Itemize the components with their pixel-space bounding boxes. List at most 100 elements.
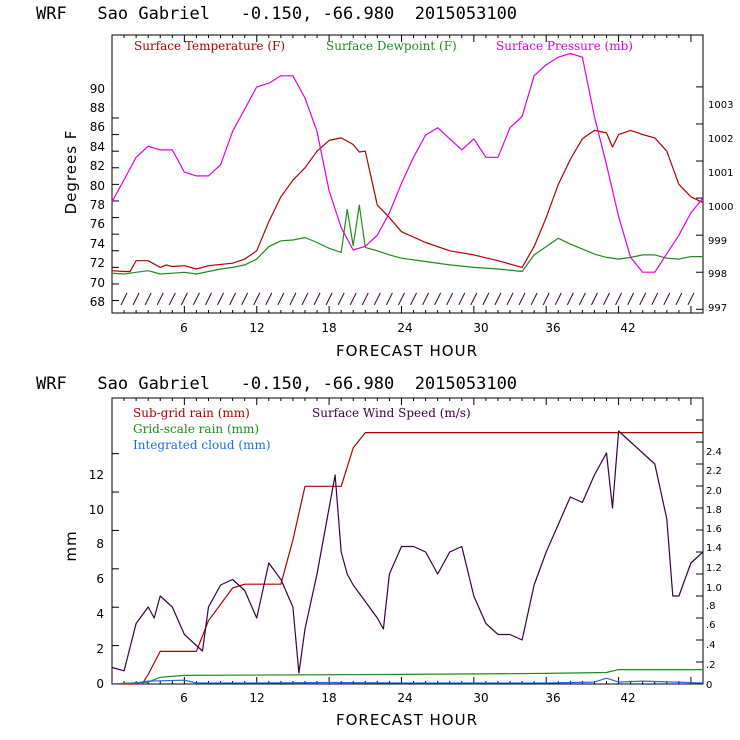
p1-xtick-label: 6 <box>180 321 188 335</box>
wind-barb <box>192 292 200 306</box>
p2-xtick-label: 30 <box>473 691 488 705</box>
panel2-frame <box>111 397 704 685</box>
temperature-panel: WRF Sao Gabriel -0.150, -66.980 20150531… <box>36 4 733 360</box>
wind-barb <box>156 292 164 306</box>
panel1-title: WRF Sao Gabriel -0.150, -66.980 20150531… <box>36 4 517 24</box>
panel2-ylabel: mm <box>62 530 80 561</box>
wind-barb <box>398 292 405 306</box>
p1-ytick-label: 76 <box>90 217 105 231</box>
wind-barb <box>132 292 140 306</box>
panel1-pressure-tick-labels: 997 998 999 1000 1001 1002 1003 <box>708 100 733 314</box>
wind-barb <box>566 292 574 306</box>
wind-barb <box>506 292 514 306</box>
p1-ytick-label: 72 <box>90 256 105 270</box>
p2-y2tick-label: 2.4 <box>706 447 722 458</box>
legend-pressure: Surface Pressure (mb) <box>496 39 633 53</box>
wind-barb <box>615 292 623 306</box>
wind-barb <box>554 292 562 306</box>
wind-barb <box>277 292 285 306</box>
legend-temperature: Surface Temperature (F) <box>134 39 285 53</box>
p1-xtick-label: 12 <box>249 321 264 335</box>
series-line-grid-scale-rain-mm <box>111 668 703 685</box>
legend-integrated-cloud: Integrated cloud (mm) <box>133 438 271 452</box>
wind-barb <box>639 292 647 306</box>
wind-barb <box>687 292 695 306</box>
wind-barb <box>410 292 417 306</box>
wind-barb <box>325 292 333 306</box>
p2-y2tick-label: .6 <box>706 620 716 631</box>
wind-barb <box>120 292 128 306</box>
p1-xtick-label: 36 <box>545 321 560 335</box>
series-line-surface-dewpoint-f <box>111 204 703 275</box>
p2-y2tick-label: 0 <box>706 680 712 691</box>
panel1-legend: Surface Temperature (F) Surface Dewpoint… <box>134 39 633 53</box>
p1-xtick-label: 18 <box>321 321 336 335</box>
wind-barb <box>542 292 550 306</box>
panel2-x-tick-labels: 6 12 18 24 30 36 42 <box>180 691 635 705</box>
p1-y2tick-label: 1002 <box>708 134 733 145</box>
p1-xtick-label: 30 <box>473 321 488 335</box>
p2-ytick-label: 6 <box>96 572 104 586</box>
legend-gridscale-rain: Grid-scale rain (mm) <box>133 422 259 436</box>
p1-ytick-label: 86 <box>90 120 105 134</box>
wind-barb <box>530 292 538 306</box>
wind-barb <box>603 292 610 306</box>
wind-barb <box>241 292 249 306</box>
p1-ytick-label: 82 <box>90 159 105 173</box>
p2-ytick-label: 2 <box>96 642 104 656</box>
series-line-sub-grid-rain-mm <box>112 432 703 685</box>
wind-barb <box>627 292 635 306</box>
legend-dewpoint: Surface Dewpoint (F) <box>326 39 457 53</box>
wind-barb <box>651 292 659 306</box>
p2-y2tick-label: 2.0 <box>706 486 722 497</box>
p2-xtick-label: 12 <box>249 691 264 705</box>
legend-wind-speed: Surface Wind Speed (m/s) <box>312 406 471 420</box>
p1-xtick-label: 24 <box>397 321 412 335</box>
p2-y2tick-label: 1.6 <box>706 524 722 535</box>
wind-barb <box>578 292 586 306</box>
p2-y2tick-label: 1.4 <box>706 543 722 554</box>
p1-xtick-label: 42 <box>620 321 635 335</box>
p2-ytick-label: 8 <box>96 537 104 551</box>
wind-barb <box>361 292 369 306</box>
panel1-frame <box>111 34 704 314</box>
p2-xtick-label: 24 <box>397 691 412 705</box>
panel2-series <box>111 430 704 685</box>
wind-barb <box>168 292 176 306</box>
precipitation-panel: WRF Sao Gabriel -0.150, -66.980 20150531… <box>36 374 722 729</box>
p2-y2tick-label: .2 <box>706 660 716 671</box>
p1-y2tick-label: 997 <box>708 303 727 314</box>
panel2-title: WRF Sao Gabriel -0.150, -66.980 20150531… <box>36 374 517 394</box>
p2-y2tick-label: .4 <box>706 640 716 651</box>
wind-barb <box>663 292 671 306</box>
panel2-y-tick-labels: 0 2 4 6 8 10 12 <box>89 468 104 691</box>
p2-xtick-label: 18 <box>321 691 336 705</box>
wind-barb <box>458 292 466 306</box>
wind-barb <box>373 292 381 306</box>
p1-ytick-label: 80 <box>90 179 105 193</box>
wind-barb <box>229 292 237 306</box>
panel2-xlabel: FORECAST HOUR <box>336 711 478 729</box>
p1-ytick-label: 88 <box>90 101 105 115</box>
panel1-ylabel: Degrees F <box>62 130 80 215</box>
wind-barb <box>265 292 273 306</box>
series-line-surface-temperature-f <box>111 129 704 273</box>
panel1-x-tick-labels: 6 12 18 24 30 36 42 <box>180 321 635 335</box>
p1-ytick-label: 68 <box>90 295 105 309</box>
wind-barbs <box>120 292 695 306</box>
p1-ytick-label: 84 <box>90 140 105 154</box>
wind-barb <box>349 292 357 306</box>
p1-ytick-label: 74 <box>90 237 105 251</box>
wind-barb <box>494 292 502 306</box>
wind-barb <box>301 292 309 306</box>
panel2-legend: Sub-grid rain (mm) Grid-scale rain (mm) … <box>133 406 471 452</box>
wind-barb <box>313 292 321 306</box>
wind-barb <box>385 292 393 306</box>
wind-barb <box>289 292 297 306</box>
panel1-axis-ticks <box>112 35 703 313</box>
p2-y2tick-label: .8 <box>706 601 716 612</box>
wind-barb <box>675 292 683 306</box>
wind-barb <box>434 292 442 306</box>
p2-y2tick-label: 1.2 <box>706 563 722 574</box>
